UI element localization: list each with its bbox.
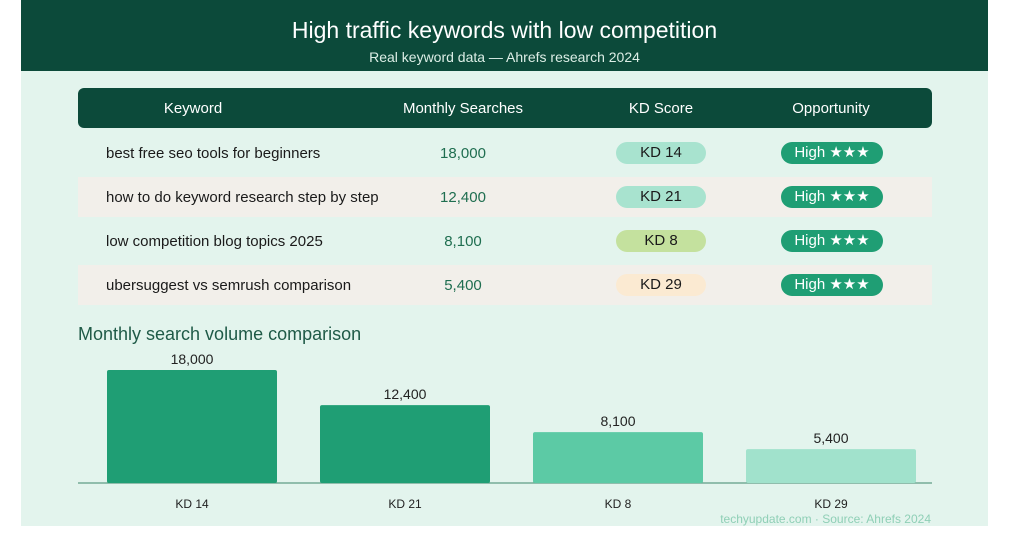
searches-cell: 18,000 [440, 145, 486, 162]
chart-title: Monthly search volume comparison [78, 324, 362, 344]
source-credit: techyupdate.com · Source: Ahrefs 2024 [720, 512, 931, 526]
kd-badge: KD 21 [616, 186, 706, 208]
table-row: how to do keyword research step by step … [78, 177, 932, 217]
opportunity-badge: High ★★★ [781, 274, 883, 296]
bar-1 [107, 370, 277, 483]
category-label: KD 21 [388, 497, 422, 511]
keyword-cell: low competition blog topics 2025 [106, 233, 323, 250]
column-header-keyword: Keyword [163, 100, 223, 117]
table-header: Keyword Monthly Searches KD Score Opport… [78, 88, 932, 128]
infographic-card: High traffic keywords with low competiti… [21, 0, 988, 526]
table-row: low competition blog topics 2025 8,100 K… [78, 221, 932, 261]
opportunity-badge: High ★★★ [781, 186, 883, 208]
bar-value-label: 18,000 [171, 351, 214, 367]
bar-3 [533, 432, 703, 483]
searches-cell: 12,400 [440, 189, 486, 206]
kd-badge: KD 14 [616, 142, 706, 164]
category-label: KD 14 [175, 497, 209, 511]
searches-cell: 8,100 [444, 233, 482, 250]
column-header-kd-score: KD Score [628, 100, 694, 117]
table-row: best free seo tools for beginners 18,000… [78, 133, 932, 173]
opportunity-badge: High ★★★ [781, 230, 883, 252]
page-title: High traffic keywords with low competiti… [291, 17, 718, 43]
page-subtitle: Real keyword data — Ahrefs research 2024 [369, 49, 640, 65]
category-label: KD 8 [605, 497, 632, 511]
bar-2 [320, 405, 490, 483]
keyword-cell: best free seo tools for beginners [106, 145, 321, 162]
bar-4 [746, 449, 916, 483]
bar-value-label: 5,400 [813, 430, 848, 446]
bar-chart: 18,000 KD 14 12,400 KD 21 8,100 KD 8 5,400 KD 2… [78, 351, 932, 511]
opportunity-badge: High ★★★ [781, 142, 883, 164]
column-header-opportunity: Opportunity [792, 100, 870, 117]
keyword-cell: ubersuggest vs semrush comparison [106, 277, 352, 294]
category-label: KD 29 [814, 497, 848, 511]
keyword-cell: how to do keyword research step by step [106, 189, 379, 206]
column-header-monthly-searches: Monthly Searches [402, 100, 524, 117]
bar-value-label: 12,400 [384, 386, 427, 402]
searches-cell: 5,400 [444, 277, 482, 294]
bar-value-label: 8,100 [600, 413, 635, 429]
header-banner: High traffic keywords with low competiti… [21, 0, 988, 71]
table-row: ubersuggest vs semrush comparison 5,400 … [78, 265, 932, 305]
kd-badge: KD 8 [616, 230, 706, 252]
kd-badge: KD 29 [616, 274, 706, 296]
